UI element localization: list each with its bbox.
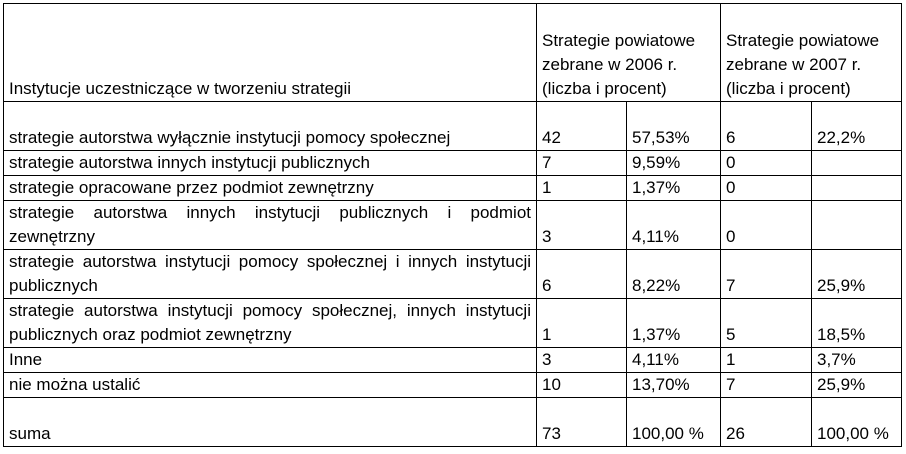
table-row: strategie autorstwa innych instytucji pu… xyxy=(3,150,902,176)
percent-2006: 9,59% xyxy=(626,150,721,176)
row-label: strategie autorstwa instytucji pomocy sp… xyxy=(3,298,537,348)
table-row: nie można ustalić 10 13,70% 7 25,9% xyxy=(3,372,902,398)
row-label: Inne xyxy=(3,347,537,373)
percent-2007 xyxy=(811,200,902,250)
table-row: strategie autorstwa wyłącznie instytucji… xyxy=(3,101,902,151)
row-label: strategie opracowane przez podmiot zewnę… xyxy=(3,175,537,201)
percent-2006: 13,70% xyxy=(626,372,721,398)
count-2007: 0 xyxy=(720,175,812,201)
row-label: strategie autorstwa wyłącznie instytucji… xyxy=(3,101,537,151)
count-2007: 0 xyxy=(720,150,812,176)
row-label: strategie autorstwa instytucji pomocy sp… xyxy=(3,249,537,299)
row-label: strategie autorstwa innych instytucji pu… xyxy=(3,150,537,176)
header-row: Instytucje uczestniczące w tworzeniu str… xyxy=(3,3,902,102)
table-row: strategie autorstwa innych instytucji pu… xyxy=(3,200,902,250)
count-2006: 73 xyxy=(536,397,627,447)
table-row: Inne 3 4,11% 1 3,7% xyxy=(3,347,902,373)
percent-2006: 1,37% xyxy=(626,175,721,201)
percent-2006: 57,53% xyxy=(626,101,721,151)
count-2006: 1 xyxy=(536,298,627,348)
count-2007: 5 xyxy=(720,298,812,348)
percent-2007: 25,9% xyxy=(811,372,902,398)
count-2006: 1 xyxy=(536,175,627,201)
percent-2006: 8,22% xyxy=(626,249,721,299)
table-row: strategie autorstwa instytucji pomocy sp… xyxy=(3,249,902,299)
row-label: strategie autorstwa innych instytucji pu… xyxy=(3,200,537,250)
percent-2007: 22,2% xyxy=(811,101,902,151)
table-row: strategie autorstwa instytucji pomocy sp… xyxy=(3,298,902,348)
count-2007: 26 xyxy=(720,397,812,447)
count-2007: 1 xyxy=(720,347,812,373)
percent-2007: 100,00 % xyxy=(811,397,902,447)
table-row: strategie opracowane przez podmiot zewnę… xyxy=(3,175,902,201)
count-2006: 10 xyxy=(536,372,627,398)
header-2006: Strategie powiatowe zebrane w 2006 r. (l… xyxy=(536,3,721,102)
percent-2007 xyxy=(811,150,902,176)
count-2006: 3 xyxy=(536,200,627,250)
count-2006: 6 xyxy=(536,249,627,299)
percent-2007: 25,9% xyxy=(811,249,902,299)
count-2006: 3 xyxy=(536,347,627,373)
count-2007: 7 xyxy=(720,249,812,299)
percent-2006: 4,11% xyxy=(626,200,721,250)
total-row: suma 73 100,00 % 26 100,00 % xyxy=(3,397,902,447)
strategies-table: Instytucje uczestniczące w tworzeniu str… xyxy=(3,3,902,447)
percent-2007: 3,7% xyxy=(811,347,902,373)
count-2007: 6 xyxy=(720,101,812,151)
count-2006: 7 xyxy=(536,150,627,176)
count-2007: 7 xyxy=(720,372,812,398)
count-2007: 0 xyxy=(720,200,812,250)
header-institutions: Instytucje uczestniczące w tworzeniu str… xyxy=(3,3,537,102)
row-label: suma xyxy=(3,397,537,447)
row-label: nie można ustalić xyxy=(3,372,537,398)
percent-2007 xyxy=(811,175,902,201)
percent-2006: 100,00 % xyxy=(626,397,721,447)
percent-2006: 1,37% xyxy=(626,298,721,348)
count-2006: 42 xyxy=(536,101,627,151)
header-2007: Strategie powiatowe zebrane w 2007 r. (l… xyxy=(720,3,902,102)
percent-2006: 4,11% xyxy=(626,347,721,373)
percent-2007: 18,5% xyxy=(811,298,902,348)
